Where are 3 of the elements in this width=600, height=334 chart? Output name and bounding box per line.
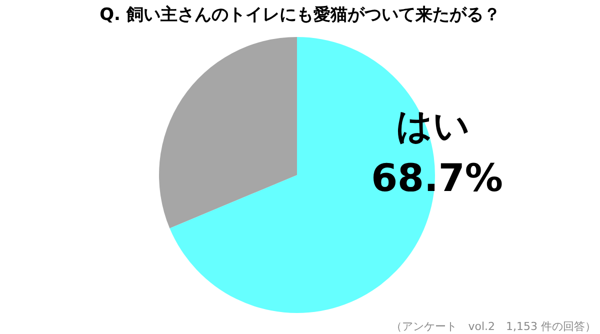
text: （アンケート vol.2 1,153 件の回答）	[391, 320, 596, 333]
pie-slice	[159, 37, 297, 228]
chart-title: Q. 飼い主さんのトイレにも愛猫がついて来たがる？	[100, 5, 500, 25]
